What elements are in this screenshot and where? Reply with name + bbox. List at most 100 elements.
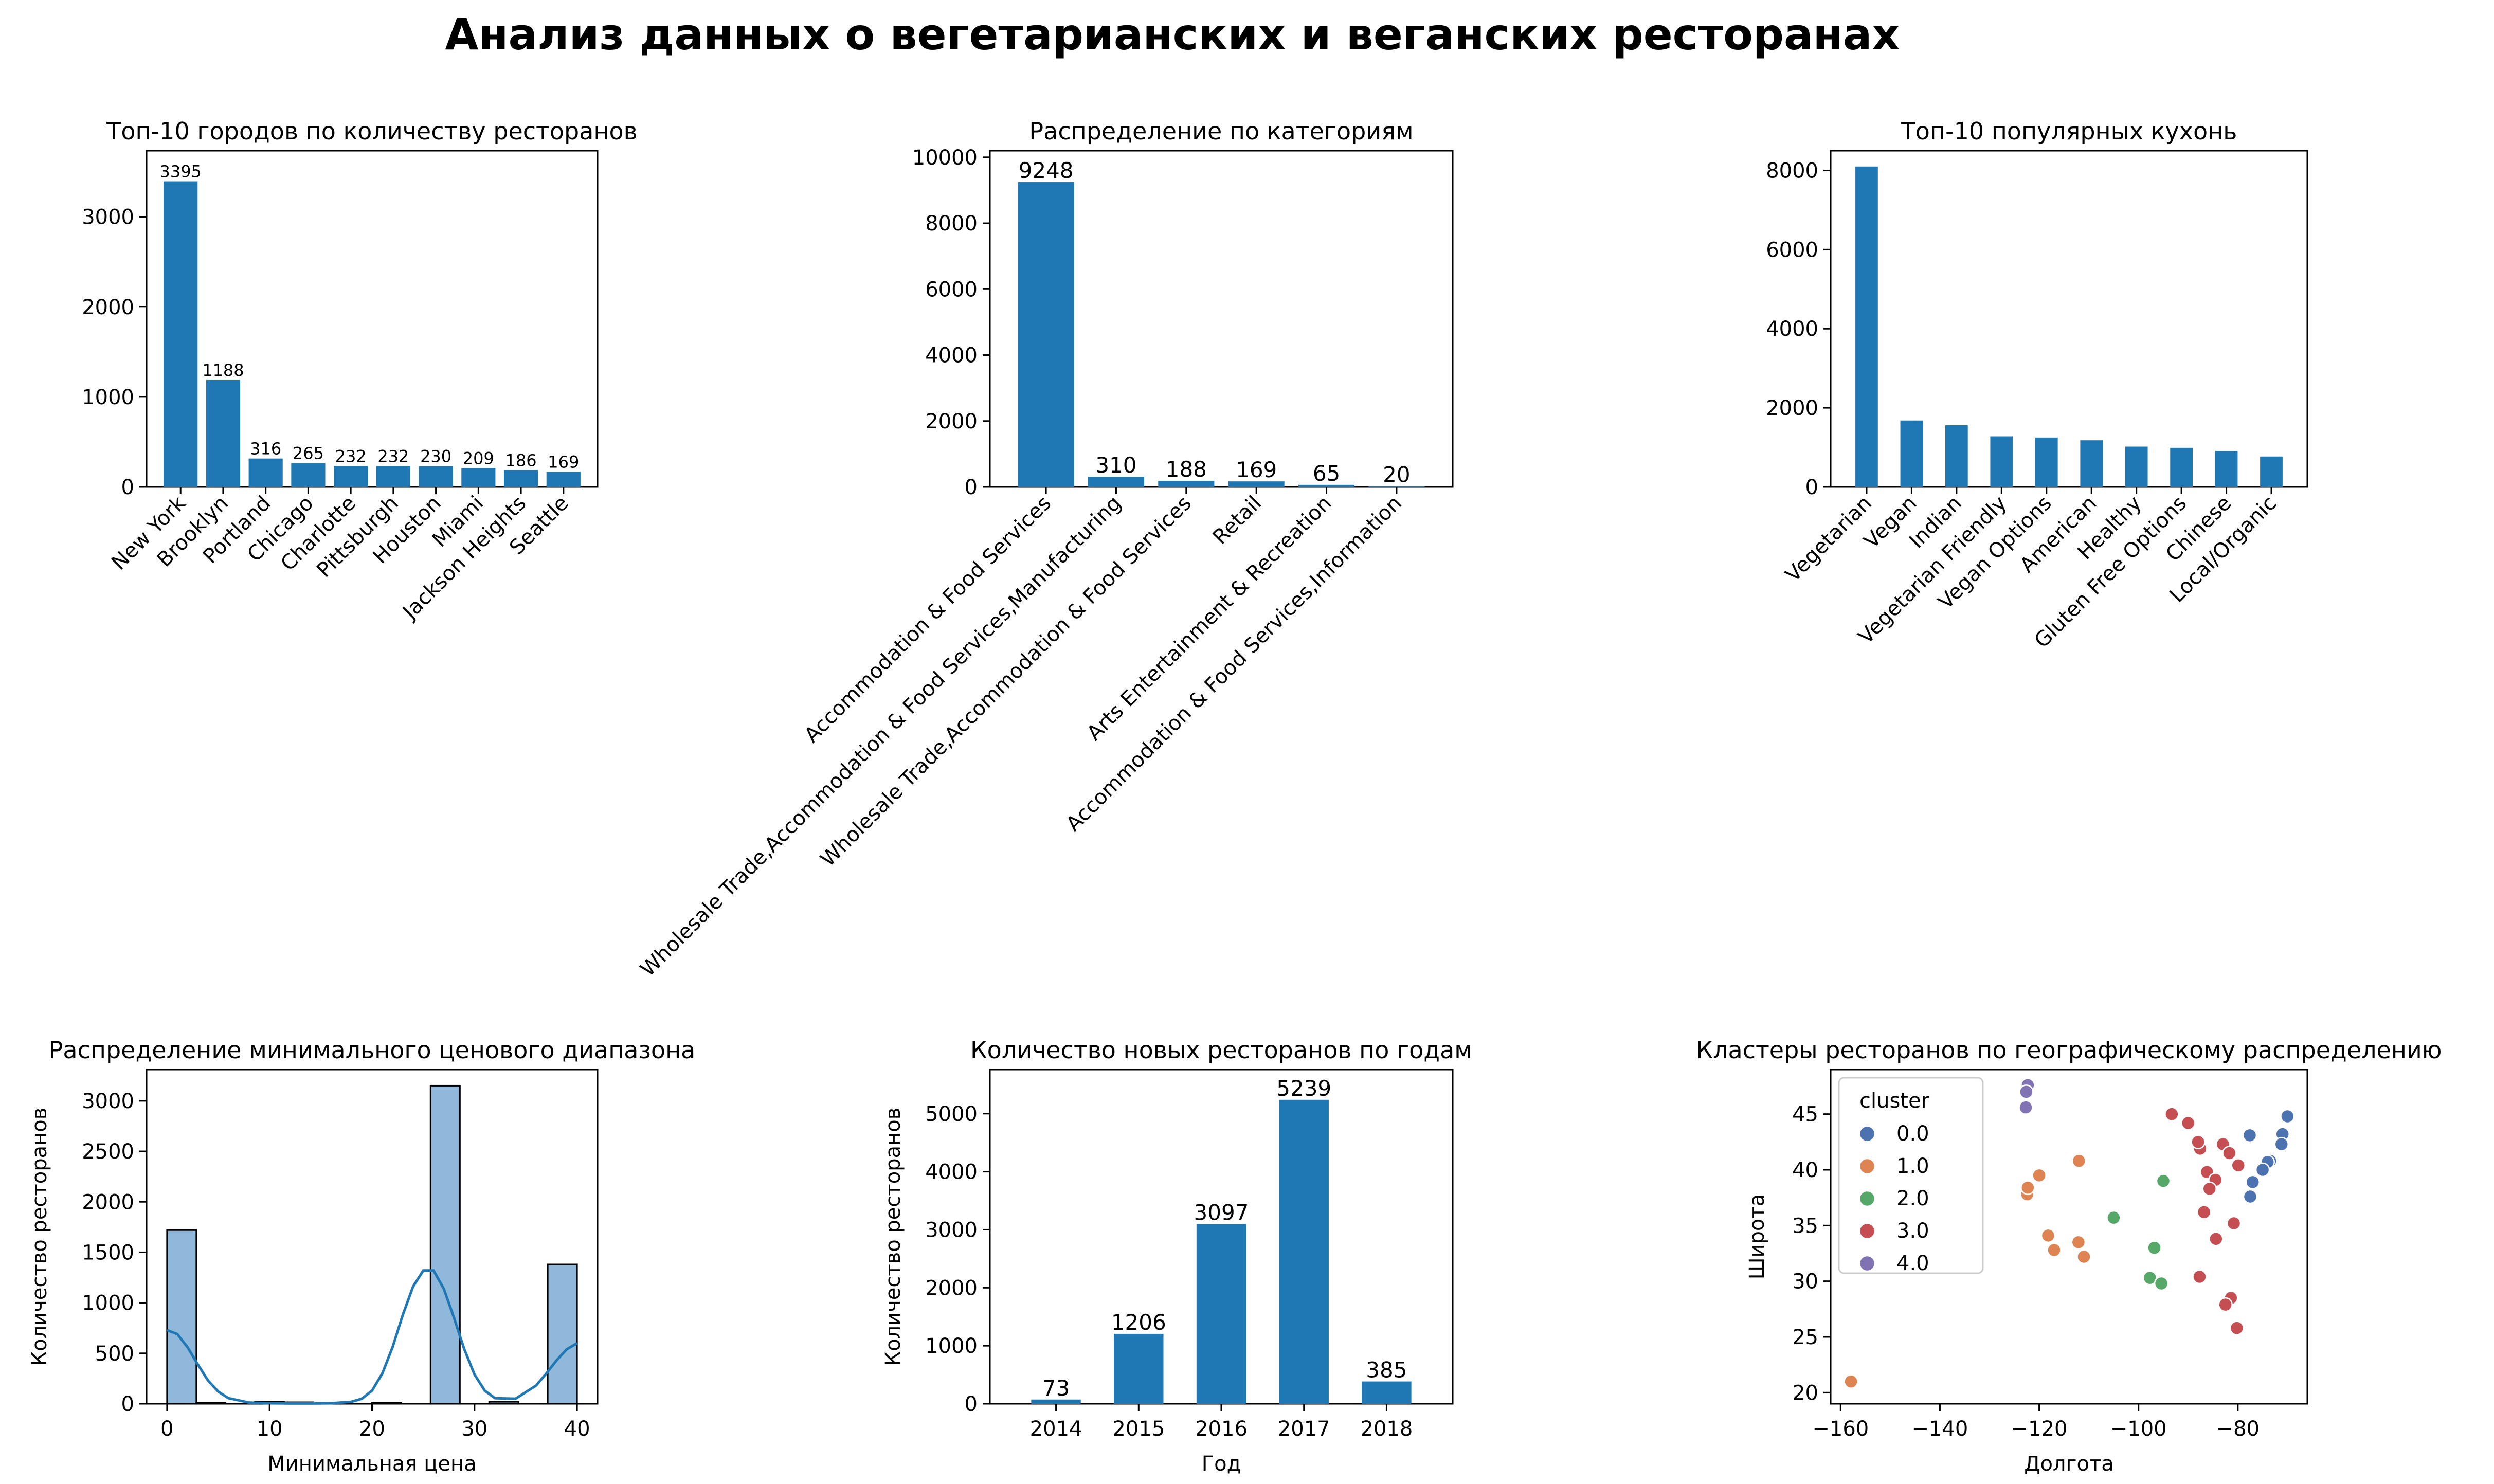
y-tick-label: 0 <box>1805 476 1818 499</box>
axes-frame <box>989 150 1454 488</box>
legend-entry: 2.0 <box>1896 1187 1929 1210</box>
scatter-point <box>2255 1162 2270 1178</box>
bar <box>1018 182 1074 487</box>
panel-top-cities: Топ-10 городов по количеству ресторанов 0… <box>82 117 638 625</box>
axes-title: Количество новых ресторанов по годам <box>970 1036 1472 1064</box>
bar <box>2215 450 2238 487</box>
x-tick-label: 2014 <box>1030 1417 1082 1441</box>
x-tick-label: 20 <box>359 1417 385 1441</box>
bar <box>1362 1381 1412 1404</box>
scatter-point <box>2147 1240 2162 1255</box>
y-tick-label: 3000 <box>82 206 134 229</box>
scatter-point <box>2047 1242 2062 1258</box>
bar-value-label: 65 <box>1313 461 1340 486</box>
bar <box>1279 1099 1329 1404</box>
bar-value-label: 9248 <box>1019 158 1074 183</box>
scatter-point <box>2040 1228 2056 1243</box>
panel-years: Количество новых ресторанов по годам 0 100… <box>881 1036 1472 1476</box>
bar-value-label: 1206 <box>1111 1310 1166 1335</box>
x-tick-label: −140 <box>1912 1417 1968 1441</box>
bar <box>1158 480 1215 487</box>
bar <box>164 181 198 487</box>
bar-value-label: 169 <box>548 452 579 472</box>
bar-value-label: 265 <box>293 444 324 463</box>
bar <box>2170 447 2193 487</box>
bar-value-label: 3395 <box>159 162 201 182</box>
axes-frame <box>1830 1069 2308 1405</box>
scatter-point <box>2071 1235 2086 1250</box>
legend-entry: 1.0 <box>1896 1154 1929 1178</box>
axes-title: Распределение минимального ценового диап… <box>49 1036 696 1064</box>
scatter-point <box>2020 1180 2035 1195</box>
legend-entry: 0.0 <box>1896 1122 1929 1146</box>
bar <box>1228 481 1285 487</box>
bar-value-label: 73 <box>1042 1376 1070 1401</box>
x-tick-label: Retail <box>1208 492 1266 549</box>
scatter-point <box>2202 1181 2217 1197</box>
bar <box>206 379 241 487</box>
scatter-point <box>2106 1210 2121 1225</box>
x-tick-label: 2015 <box>1112 1417 1165 1441</box>
legend-title: cluster <box>1859 1089 1930 1113</box>
scatter-point <box>2226 1216 2242 1231</box>
x-tick-label: 0 <box>160 1417 173 1441</box>
bar <box>2125 446 2148 487</box>
histogram-bar <box>195 1402 227 1405</box>
scatter-point <box>2076 1249 2091 1264</box>
y-axis-label: Широта <box>1745 1194 1769 1279</box>
y-tick-label: 4000 <box>925 1161 978 1184</box>
bar-value-label: 385 <box>1366 1358 1407 1383</box>
histogram-bar <box>488 1401 519 1405</box>
scatter-point <box>2196 1205 2212 1220</box>
bar-value-label: 310 <box>1095 453 1136 478</box>
panel-cuisines: Топ-10 популярных кухонь 0 2000 4000 6000 800… <box>1766 117 2308 653</box>
bar <box>503 470 538 487</box>
bar-value-label: 232 <box>335 446 367 466</box>
y-tick-label: 6000 <box>925 278 978 301</box>
y-tick-label: 20 <box>1792 1381 1818 1405</box>
x-tick-label: −80 <box>2216 1417 2260 1441</box>
kde-curve <box>166 1269 578 1405</box>
x-axis-label: Год <box>1202 1452 1241 1476</box>
panel-categories: Распределение по категориям 0 2000 4000 6000… <box>636 117 1454 981</box>
y-tick-label: 1500 <box>82 1241 134 1264</box>
y-tick-label: 35 <box>1792 1214 1818 1238</box>
legend-box <box>1838 1077 1984 1274</box>
bar-value-label: 316 <box>250 439 281 459</box>
histogram-bar <box>371 1402 403 1405</box>
panel-geo-clusters: Кластеры ресторанов по географическому р… <box>1696 1036 2442 1476</box>
y-tick-label: 3000 <box>925 1218 978 1242</box>
legend-marker <box>1858 1255 1876 1272</box>
bar-value-label: 230 <box>420 447 451 466</box>
y-tick-label: 2000 <box>1766 396 1818 420</box>
bar <box>1298 484 1355 487</box>
axes-title: Кластеры ресторанов по географическому р… <box>1696 1036 2442 1064</box>
scatter-point <box>2209 1232 2224 1246</box>
y-tick-label: 2000 <box>82 1190 134 1214</box>
scatter-point <box>2181 1115 2196 1131</box>
bar <box>248 458 283 487</box>
bar <box>1855 166 1878 487</box>
y-tick-label: 30 <box>1792 1270 1818 1294</box>
y-tick-label: 1000 <box>82 1292 134 1315</box>
scatter-point <box>2242 1128 2257 1143</box>
scatter-point <box>2229 1320 2245 1335</box>
scatter-point <box>1844 1374 1858 1389</box>
bar <box>1368 486 1425 487</box>
scatter-point <box>2231 1158 2246 1173</box>
axes-frame <box>146 1069 599 1405</box>
x-tick-label: 40 <box>564 1417 590 1441</box>
bar <box>2260 456 2283 487</box>
y-tick-label: 500 <box>95 1342 134 1366</box>
histogram-bar <box>547 1263 578 1405</box>
scatter-point <box>2243 1189 2258 1204</box>
histogram-bar <box>429 1084 461 1405</box>
y-tick-label: 4000 <box>925 344 978 368</box>
bar <box>1900 420 1923 487</box>
y-tick-label: 0 <box>121 476 134 499</box>
bar <box>1114 1333 1164 1404</box>
axes-title: Топ-10 популярных кухонь <box>1901 117 2237 145</box>
y-tick-label: 2000 <box>925 1276 978 1300</box>
bar <box>1196 1224 1246 1404</box>
scatter-point <box>2032 1168 2047 1183</box>
